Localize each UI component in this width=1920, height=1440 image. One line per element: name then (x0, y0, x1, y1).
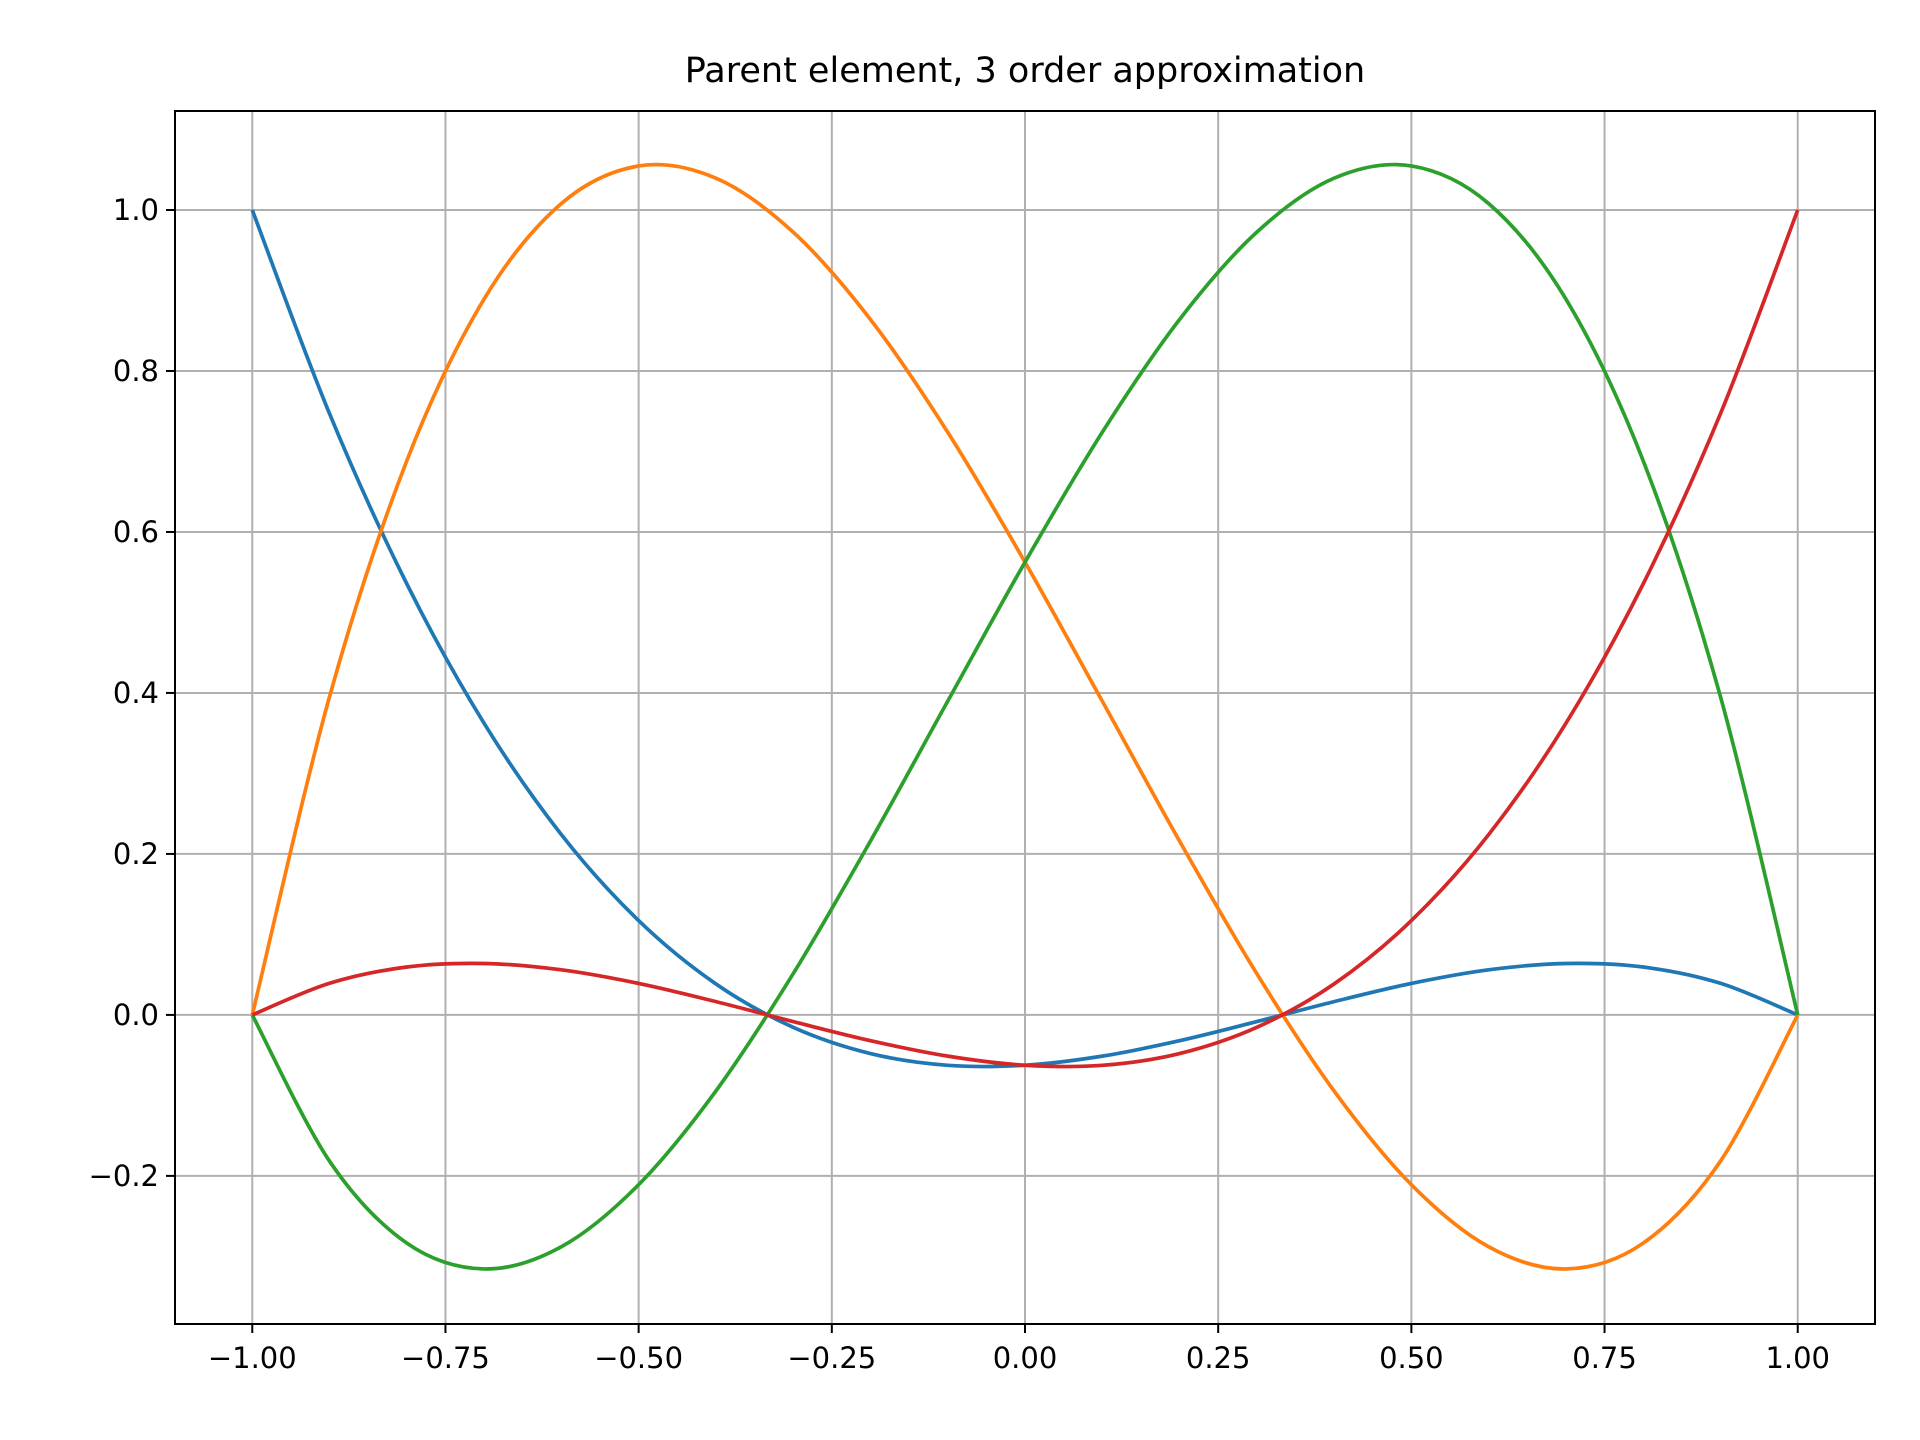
x-tick-label: −0.75 (401, 1341, 490, 1375)
chart-title: Parent element, 3 order approximation (685, 51, 1365, 91)
x-tick-label: 0.50 (1379, 1341, 1444, 1375)
x-tick-label: 1.00 (1765, 1341, 1830, 1375)
series-line (250, 162, 1800, 1271)
series-line (251, 209, 1800, 1069)
y-tick-label: −0.2 (89, 1159, 159, 1193)
y-tick-label: 0.4 (113, 676, 159, 710)
x-tick-label: −1.00 (208, 1341, 297, 1375)
y-tick-label: 1.0 (113, 193, 159, 227)
y-tick-label: 0.2 (113, 837, 159, 871)
x-tick-label: 0.75 (1572, 1341, 1637, 1375)
x-tick-label: −0.50 (594, 1341, 683, 1375)
y-tick-label: 0.6 (113, 515, 159, 549)
x-tick-label: −0.25 (787, 1341, 876, 1375)
x-tick-label: 0.00 (993, 1341, 1058, 1375)
series-line (250, 209, 1799, 1069)
plot-frame (174, 110, 1876, 1325)
series-line (250, 162, 1800, 1271)
y-tick-label: 0.8 (113, 354, 159, 388)
y-tick-label: 0.0 (113, 998, 159, 1032)
x-tick-label: 0.25 (1186, 1341, 1251, 1375)
